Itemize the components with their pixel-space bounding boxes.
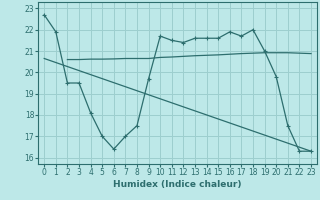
X-axis label: Humidex (Indice chaleur): Humidex (Indice chaleur) bbox=[113, 180, 242, 189]
